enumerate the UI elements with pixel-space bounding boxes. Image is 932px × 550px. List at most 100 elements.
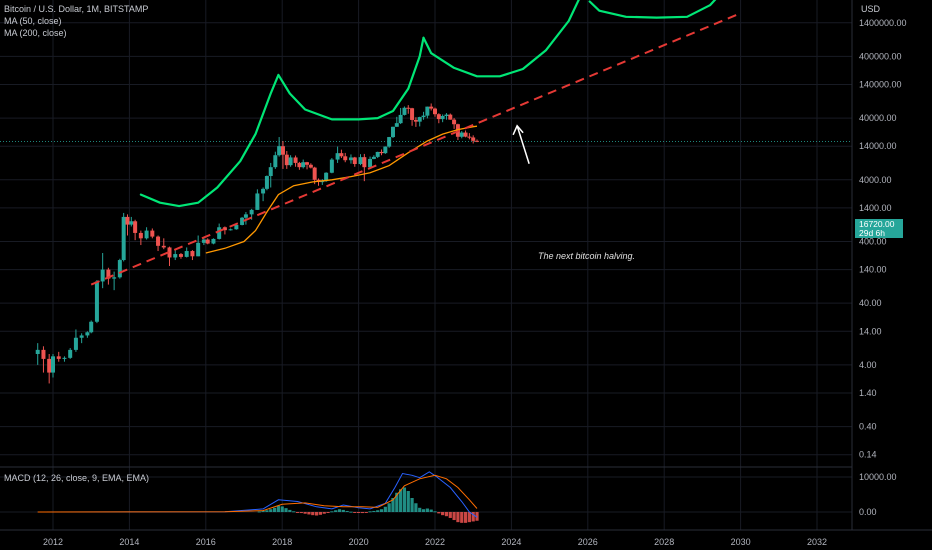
macd-histogram-bar: [433, 511, 437, 513]
candle-body: [329, 159, 334, 173]
last-price: 16720.00: [859, 219, 895, 229]
macd-histogram-bar: [467, 512, 471, 523]
candle-body: [117, 260, 122, 278]
macd-histogram-bar: [387, 503, 391, 512]
candle-body: [205, 239, 210, 244]
candle-body: [112, 277, 117, 279]
macd-tick-label: 10000.00: [859, 472, 897, 482]
candle-body: [211, 238, 216, 244]
candle-body: [264, 176, 269, 189]
signal-line: [37, 474, 478, 513]
macd-histogram-bar: [261, 511, 265, 513]
last-price-tag: 16720.00 29d 6h: [855, 219, 903, 238]
price-tick-label: 0.14: [859, 450, 877, 460]
time-tick-label: 2014: [119, 537, 139, 547]
candle-body: [440, 116, 445, 120]
candle-body: [184, 251, 189, 257]
macd-histogram-bar: [288, 509, 292, 512]
macd-histogram-bar: [376, 510, 380, 512]
ma200-legend[interactable]: MA (200, close): [4, 28, 67, 38]
candle-body: [433, 108, 437, 115]
candle-body: [217, 227, 222, 239]
candle-body: [348, 157, 353, 161]
candle-body: [79, 335, 84, 338]
price-tick-label: 400.00: [859, 236, 887, 246]
candle-body: [425, 106, 430, 116]
price-panel: [0, 0, 852, 384]
macd-histogram-bar: [284, 508, 288, 512]
symbol-legend[interactable]: Bitcoin / U.S. Dollar, 1M, BITSTAMP: [4, 4, 149, 14]
macd-histogram-bar: [368, 511, 372, 513]
candle-body: [201, 239, 206, 243]
macd-histogram-bar: [272, 507, 277, 512]
macd-histogram-bar: [276, 505, 280, 512]
candle-body: [41, 349, 46, 359]
candle-body: [413, 119, 418, 122]
currency-label: USD: [861, 4, 881, 14]
candle-body: [62, 357, 67, 359]
candle-body: [320, 181, 325, 183]
price-tick-label: 4000.00: [859, 175, 892, 185]
candle-body: [234, 224, 239, 230]
candle-body: [383, 146, 388, 154]
macd-histogram-bar: [475, 512, 479, 521]
macd-histogram-bar: [414, 503, 418, 512]
candle-body: [394, 123, 399, 127]
macd-histogram-bar: [460, 512, 464, 523]
macd-histogram-bar: [364, 512, 368, 513]
time-tick-label: 2018: [272, 537, 292, 547]
macd-histogram-bar: [471, 512, 475, 522]
candle-body: [368, 158, 373, 168]
macd-histogram-bar: [357, 512, 361, 513]
macd-histogram-bar: [265, 510, 269, 512]
candle-body: [173, 254, 178, 258]
candle-body: [273, 155, 278, 168]
candle-body: [390, 126, 395, 138]
candle-body: [249, 209, 254, 215]
macd-legend[interactable]: MACD (12, 26, close, 9, EMA, EMA): [4, 473, 150, 483]
candle-body: [85, 332, 90, 336]
macd-histogram-bar: [318, 512, 322, 515]
candle-body: [288, 157, 293, 166]
candle-body: [475, 140, 480, 142]
candle-body: [240, 217, 245, 225]
ma50-legend[interactable]: MA (50, close): [4, 16, 62, 26]
macd-histogram-bar: [349, 511, 353, 513]
candle-body: [56, 356, 61, 359]
candle-body: [297, 162, 302, 168]
macd-histogram-bar: [326, 512, 330, 513]
cycle-curve-3: [588, 0, 717, 19]
candle-body: [305, 162, 310, 165]
macd-histogram-bar: [418, 507, 422, 512]
candle-body: [106, 269, 111, 279]
macd-histogram-bar: [257, 511, 261, 513]
candle-body: [156, 236, 161, 246]
candle-body: [301, 162, 306, 168]
candle-body: [133, 221, 138, 233]
candle-body: [167, 247, 172, 258]
candle-body: [190, 251, 195, 257]
candle-body: [280, 146, 285, 155]
time-tick-label: 2024: [501, 537, 521, 547]
price-tick-label: 14.00: [859, 326, 882, 336]
candle-body: [178, 254, 183, 257]
time-tick-label: 2022: [425, 537, 445, 547]
macd-histogram-bar: [345, 510, 349, 512]
candle-body: [417, 117, 422, 122]
candle-body: [402, 107, 407, 115]
price-tick-label: 4.00: [859, 360, 877, 370]
candle-body: [312, 167, 317, 180]
candle-body: [352, 157, 357, 165]
macd-histogram-bar: [441, 512, 445, 516]
macd-histogram-bar: [341, 509, 345, 512]
macd-histogram-bar: [330, 511, 334, 513]
candle-body: [471, 137, 476, 141]
candle-body: [51, 356, 55, 373]
candle-body: [94, 281, 99, 322]
price-tick-label: 140000.00: [859, 80, 902, 90]
candle-body: [100, 269, 105, 282]
price-tick-label: 40.00: [859, 298, 882, 308]
candle-body: [89, 321, 94, 333]
candle-body: [444, 114, 449, 117]
